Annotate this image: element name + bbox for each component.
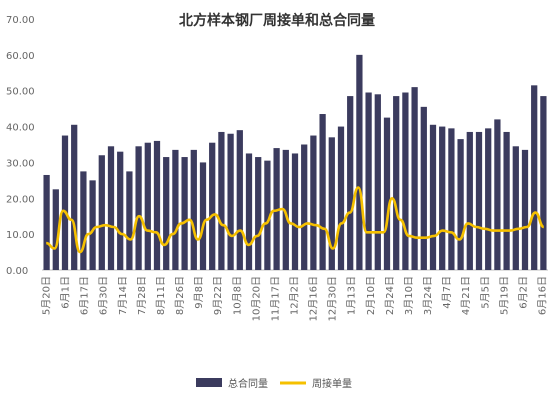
y-tick-label: 30.00 (6, 158, 35, 169)
legend-swatch-bars (196, 378, 222, 387)
bar (448, 128, 455, 270)
series-line (45, 186, 545, 254)
x-tick-label: 6月2日 (517, 276, 529, 309)
x-tick-label: 9月8日 (193, 276, 205, 309)
x-tick-label: 6月1日 (60, 276, 72, 309)
bar (52, 189, 59, 270)
bar (71, 124, 78, 271)
bar (80, 171, 87, 270)
bar (512, 146, 519, 270)
bar (107, 146, 115, 270)
bar (475, 131, 483, 270)
x-tick-label: 3月24日 (422, 276, 434, 315)
y-tick-label: 70.00 (6, 15, 35, 26)
y-tick-label: 0.00 (6, 266, 28, 277)
bar (181, 157, 188, 270)
bar (255, 157, 262, 270)
bar (43, 174, 50, 270)
x-tick-label: 9月22日 (212, 276, 224, 315)
bar (485, 128, 492, 270)
bar (439, 126, 446, 270)
y-tick-label: 50.00 (6, 87, 35, 98)
bar (89, 180, 96, 270)
bar (172, 149, 179, 270)
x-tick-label: 8月11日 (155, 276, 167, 315)
bar (383, 117, 391, 270)
bar (494, 119, 501, 271)
bar (402, 92, 409, 270)
y-tick-label: 60.00 (6, 51, 35, 62)
bar (61, 135, 69, 270)
x-tick-label: 8月26日 (174, 276, 186, 315)
x-tick-label: 3月10日 (403, 276, 415, 315)
x-tick-label: 4月21日 (460, 276, 472, 315)
x-tick-label: 4月7日 (441, 276, 453, 309)
bar (393, 96, 400, 270)
bar (365, 92, 372, 270)
x-tick-label: 2月10日 (365, 276, 377, 315)
y-tick-label: 40.00 (6, 123, 35, 134)
bar (328, 137, 335, 270)
bar (411, 87, 418, 270)
bar (356, 54, 363, 270)
x-tick-label: 12月2日 (289, 276, 301, 315)
bar (190, 149, 197, 270)
bar (218, 131, 225, 270)
bar (347, 96, 354, 270)
bar (153, 140, 161, 270)
bar (126, 171, 133, 270)
bar (227, 133, 234, 270)
bar (98, 155, 105, 270)
chart-title: 北方样本钢厂周接单和总合同量 (179, 13, 375, 29)
x-tick-label: 1月13日 (346, 276, 358, 315)
x-tick-label: 10月20日 (250, 276, 262, 321)
bar (236, 130, 243, 270)
bar (310, 135, 317, 270)
x-tick-label: 12月16日 (308, 276, 320, 321)
bar (319, 114, 326, 271)
bar (540, 96, 547, 270)
bar (209, 142, 216, 270)
bar (117, 151, 124, 270)
legend-label-line: 周接单量 (312, 377, 352, 390)
bar (420, 106, 427, 270)
bar (521, 149, 529, 270)
bar (457, 139, 464, 270)
x-tick-label: 7月28日 (136, 276, 148, 315)
y-tick-label: 20.00 (6, 194, 35, 205)
bar (503, 131, 510, 270)
x-tick-label: 7月14日 (117, 276, 129, 315)
y-tick-label: 10.00 (6, 230, 35, 241)
bar (374, 94, 381, 270)
bar (531, 85, 538, 270)
legend-label-bars: 总合同量 (228, 377, 268, 390)
bar (282, 149, 289, 270)
bar (135, 146, 142, 270)
x-tick-label: 2月24日 (384, 276, 396, 315)
x-tick-label: 10月8日 (231, 276, 243, 315)
bar (273, 148, 280, 270)
bar (466, 131, 473, 270)
bar (264, 160, 271, 270)
x-tick-label: 5月20日 (41, 276, 53, 315)
x-tick-label: 11月17日 (269, 276, 281, 321)
x-tick-label: 6月17日 (79, 276, 91, 315)
x-tick-label: 5月19日 (498, 276, 510, 315)
bar (199, 162, 207, 270)
x-tick-label: 6月30日 (98, 276, 110, 315)
x-tick-label: 12月30日 (327, 276, 339, 321)
bar (144, 142, 151, 270)
bar (301, 144, 308, 270)
bar (291, 153, 299, 270)
bar (337, 126, 345, 270)
x-tick-label: 5月5日 (479, 276, 491, 309)
bar (163, 157, 170, 270)
x-tick-label: 6月16日 (537, 276, 549, 315)
bar (429, 124, 437, 271)
bar (245, 153, 253, 270)
